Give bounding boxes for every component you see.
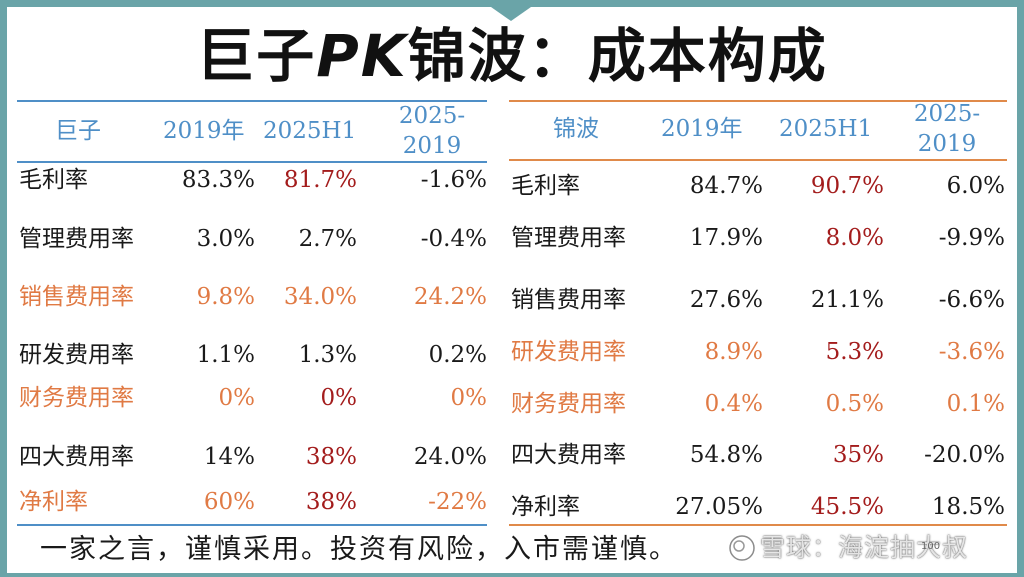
table-top-rule	[17, 100, 487, 102]
cell-diff: -1.6%	[420, 167, 487, 193]
cell-2025h1: 45.5%	[810, 494, 884, 520]
snowball-logo-icon	[729, 535, 755, 561]
title-pk: PK	[316, 22, 408, 90]
cell-diff: 24.0%	[413, 444, 487, 470]
table-header-2019: 2019年	[163, 118, 245, 144]
cell-2019: 27.6%	[689, 287, 763, 313]
cell-diff: 0%	[450, 385, 488, 411]
cell-2025h1: 90.7%	[810, 173, 884, 199]
title-prefix: 巨子	[196, 22, 317, 90]
row-label: 毛利率	[511, 173, 580, 199]
cell-2019: 27.05%	[675, 494, 763, 520]
cell-2019: 0.4%	[704, 391, 763, 417]
row-label: 净利率	[511, 494, 580, 520]
cell-2025h1: 5.3%	[825, 339, 884, 365]
cell-2019: 84.7%	[689, 173, 763, 199]
table-header-2019: 2019年	[661, 116, 743, 142]
cell-2025h1: 21.1%	[810, 287, 884, 313]
right-comparison-table: 锦波 2019年 2025H1 2025- 2019 毛利率 84.7% 90.7%…	[509, 100, 1007, 526]
cell-diff: 18.5%	[931, 494, 1005, 520]
row-label: 财务费用率	[19, 385, 134, 411]
row-label: 销售费用率	[511, 287, 626, 313]
cell-2025h1: 1.3%	[298, 342, 357, 368]
cell-diff: 24.2%	[413, 284, 487, 310]
cell-2025h1: 34.0%	[283, 284, 357, 310]
row-label: 管理费用率	[19, 226, 134, 252]
row-label: 销售费用率	[19, 284, 134, 310]
cell-diff: -22%	[428, 489, 487, 515]
slide-title: 巨子PK锦波：成本构成	[0, 22, 1024, 90]
table-header-diff-bottom: 2019	[917, 131, 977, 157]
cell-diff: -9.9%	[938, 225, 1005, 251]
cell-2025h1: 81.7%	[283, 167, 357, 193]
cell-2019: 1.1%	[196, 342, 255, 368]
cell-diff: 0.2%	[428, 342, 487, 368]
cell-2019: 8.9%	[704, 339, 763, 365]
cell-2025h1: 38%	[305, 489, 357, 515]
table-header-2025h1: 2025H1	[263, 118, 357, 144]
row-label: 四大费用率	[19, 444, 134, 470]
cell-2019: 9.8%	[196, 284, 255, 310]
row-label: 财务费用率	[511, 391, 626, 417]
cell-2025h1: 0%	[320, 385, 358, 411]
cell-2025h1: 0.5%	[825, 391, 884, 417]
cell-2019: 60%	[203, 489, 255, 515]
top-notch	[491, 7, 531, 21]
cell-diff: 6.0%	[946, 173, 1005, 199]
table-header-company: 巨子	[55, 118, 101, 144]
cell-diff: -6.6%	[938, 287, 1005, 313]
table-header-rule	[509, 159, 1007, 161]
table-bottom-rule	[509, 524, 1007, 526]
table-header-diff-bottom: 2019	[402, 133, 462, 159]
table-header-diff-top: 2025-	[398, 103, 466, 129]
cell-2019: 17.9%	[689, 225, 763, 251]
cell-2019: 3.0%	[196, 226, 255, 252]
cell-2025h1: 2.7%	[298, 226, 357, 252]
left-comparison-table: 巨子 2019年 2025H1 2025- 2019 毛利率 83.3% 81.7%…	[17, 100, 487, 526]
watermark-text: 雪球：海淀抽大叔	[760, 533, 969, 562]
table-top-rule	[509, 100, 1007, 102]
table-header-diff-top: 2025-	[913, 101, 981, 127]
table-header-rule	[17, 161, 487, 163]
cell-diff: -3.6%	[938, 339, 1005, 365]
cell-2025h1: 38%	[305, 444, 357, 470]
row-label: 研发费用率	[19, 342, 134, 368]
cell-diff: 0.1%	[946, 391, 1005, 417]
cell-2019: 83.3%	[181, 167, 255, 193]
disclaimer-text: 一家之言，谨慎采用。投资有风险，入市需谨慎。	[40, 534, 678, 565]
cell-diff: -0.4%	[420, 226, 487, 252]
cell-2025h1: 8.0%	[825, 225, 884, 251]
cell-2025h1: 35%	[832, 442, 884, 468]
row-label: 毛利率	[19, 167, 88, 193]
row-label: 研发费用率	[511, 339, 626, 365]
page-number: 100	[921, 541, 941, 552]
row-label: 净利率	[19, 489, 88, 515]
row-label: 四大费用率	[511, 442, 626, 468]
table-bottom-rule	[17, 524, 487, 526]
table-header-company: 锦波	[553, 116, 599, 142]
row-label: 管理费用率	[511, 225, 626, 251]
table-header-2025h1: 2025H1	[779, 116, 873, 142]
cell-diff: -20.0%	[924, 442, 1005, 468]
title-suffix: 锦波：成本构成	[407, 22, 828, 90]
cell-2019: 14%	[203, 444, 255, 470]
cell-2019: 54.8%	[689, 442, 763, 468]
cell-2019: 0%	[218, 385, 256, 411]
